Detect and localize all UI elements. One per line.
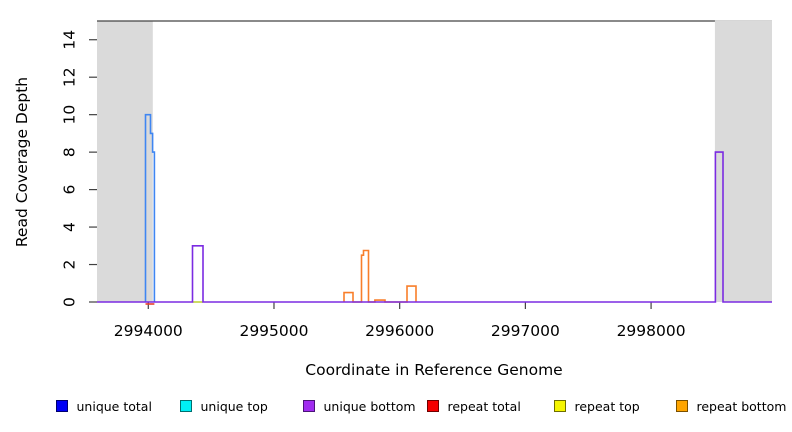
legend-label: repeat top: [574, 398, 640, 414]
legend-item-repeat-top: repeat top: [554, 398, 640, 414]
x-axis-title: Coordinate in Reference Genome: [305, 361, 563, 379]
y-tick-label: 12: [61, 67, 79, 87]
y-tick-label: 8: [61, 147, 79, 157]
legend-swatch-icon: [303, 400, 315, 412]
legend-swatch-icon: [180, 400, 192, 412]
y-axis-title: Read Coverage Depth: [13, 76, 31, 248]
legend-item-unique-bottom: unique bottom: [303, 398, 416, 414]
y-tick-label: 4: [61, 222, 79, 232]
y-tick-label: 6: [61, 185, 79, 195]
legend-swatch-icon: [676, 400, 688, 412]
series-repeat-bottom: [343, 249, 417, 303]
legend-item-repeat-bottom: repeat bottom: [676, 398, 786, 414]
legend-item-unique-top: unique top: [180, 398, 268, 414]
x-tick-label: 2994000: [114, 322, 183, 340]
y-tick-label: 0: [61, 297, 79, 307]
series-unique-bottom: [97, 151, 772, 303]
legend-label: unique total: [76, 398, 152, 414]
masked-region-right: [714, 20, 772, 303]
x-tick-label: 2995000: [239, 322, 308, 340]
x-tick-label: 2998000: [617, 322, 686, 340]
legend-label: repeat total: [447, 398, 521, 414]
x-tick-label: 2997000: [491, 322, 560, 340]
legend-swatch-icon: [554, 400, 566, 412]
legend-label: unique top: [200, 398, 268, 414]
x-tick-label: 2996000: [365, 322, 434, 340]
y-tick-label: 2: [61, 260, 79, 270]
series-unique-total: [144, 113, 156, 302]
legend-item-unique-total: unique total: [56, 398, 152, 414]
legend-swatch-icon: [427, 400, 439, 412]
legend-item-repeat-total: repeat total: [427, 398, 521, 414]
y-tick-label: 14: [61, 30, 79, 50]
legend-label: repeat bottom: [696, 398, 787, 414]
y-tick-label: 10: [61, 105, 79, 125]
legend-label: unique bottom: [323, 398, 416, 414]
legend-swatch-icon: [56, 400, 68, 412]
masked-region-left: [97, 21, 153, 302]
